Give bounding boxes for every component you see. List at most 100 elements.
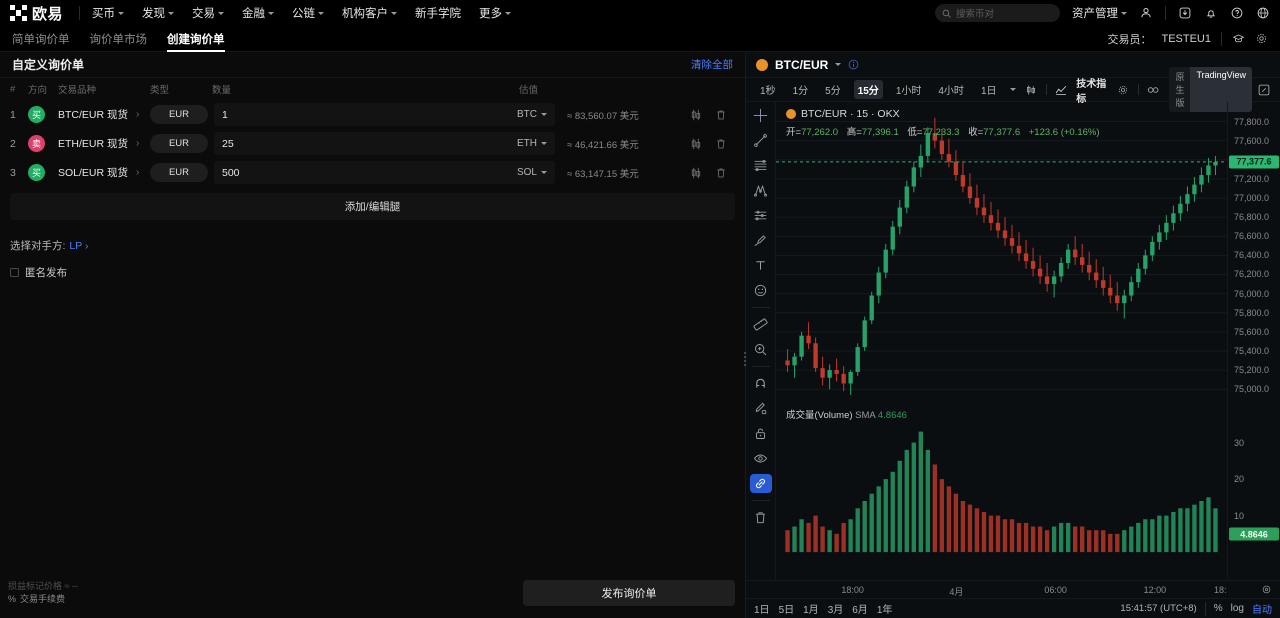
language-button[interactable]: [1256, 6, 1270, 20]
quantity-unit-select[interactable]: BTC: [517, 109, 547, 120]
row-quantity-input[interactable]: 25 ETH: [214, 132, 555, 155]
lock-icon[interactable]: [750, 424, 772, 443]
row-type-pill[interactable]: EUR: [150, 105, 208, 124]
price-axis[interactable]: 77,800.077,600.077,400.077,200.077,000.0…: [1227, 102, 1280, 580]
anonymous-checkbox[interactable]: [10, 268, 19, 277]
row-type-pill[interactable]: EUR: [150, 134, 208, 153]
fib-retracement-icon[interactable]: [750, 156, 772, 175]
range-1mo[interactable]: 1月: [803, 605, 819, 616]
emoji-icon[interactable]: [750, 281, 772, 300]
help-button[interactable]: [1230, 6, 1244, 20]
ruler-icon[interactable]: [750, 315, 772, 334]
search-input[interactable]: 搜索币对: [935, 4, 1060, 22]
scale-log-button[interactable]: log: [1230, 603, 1244, 614]
nav-item-institutional[interactable]: 机构客户: [342, 5, 398, 21]
info-icon[interactable]: [848, 59, 859, 70]
settings-button[interactable]: [1255, 32, 1268, 45]
text-icon[interactable]: [750, 256, 772, 275]
add-edit-leg-button[interactable]: 添加/编辑腿: [10, 193, 735, 220]
range-1y[interactable]: 1年: [876, 605, 893, 616]
nav-item-finance[interactable]: 金融: [242, 5, 275, 21]
timeframe-1m[interactable]: 1分: [792, 86, 809, 97]
range-3mo[interactable]: 3月: [827, 605, 844, 616]
chart-plot[interactable]: BTC/EUR · 15 · OKX 开=77,262.0 高=77,396.1…: [776, 102, 1227, 580]
quantity-unit-select[interactable]: ETH: [517, 138, 547, 149]
chart-view-toggle[interactable]: 原生版 TradingView: [1169, 67, 1252, 112]
candles-icon[interactable]: [690, 167, 702, 179]
row-side[interactable]: 买: [28, 164, 58, 181]
trend-line-icon[interactable]: [750, 131, 772, 150]
counterparty-select[interactable]: LP ›: [69, 239, 89, 252]
indicators-label[interactable]: 技术指标: [1076, 78, 1107, 105]
panel-resize-grip[interactable]: [742, 346, 748, 372]
timeframe-1s[interactable]: 1秒: [760, 86, 776, 97]
eye-icon[interactable]: [750, 449, 772, 468]
compare-icon[interactable]: [1147, 84, 1160, 96]
chevron-right-icon[interactable]: ›: [136, 138, 140, 149]
chevron-down-icon[interactable]: [835, 63, 842, 66]
chart-type-icon[interactable]: [1025, 84, 1037, 96]
quantity-unit-select[interactable]: SOL: [517, 167, 547, 178]
timeframe-15m[interactable]: 15分: [853, 80, 883, 99]
zoom-in-icon[interactable]: [750, 340, 772, 359]
range-1d[interactable]: 1日: [754, 605, 770, 616]
row-quantity-input[interactable]: 500 SOL: [214, 161, 555, 184]
link-icon[interactable]: [749, 474, 772, 493]
view-tradingview-option[interactable]: TradingView: [1190, 67, 1252, 112]
asset-management-menu[interactable]: 资产管理: [1072, 5, 1127, 21]
row-symbol[interactable]: BTC/EUR 现货: [58, 109, 129, 121]
user-account-button[interactable]: [1139, 6, 1153, 20]
row-side[interactable]: 卖: [28, 135, 58, 152]
delete-row-icon[interactable]: [715, 138, 727, 150]
tab-rfq-market[interactable]: 询价单市场: [90, 26, 148, 52]
chart-settings-icon[interactable]: [1117, 84, 1129, 96]
range-6mo[interactable]: 6月: [852, 605, 868, 616]
time-axis-settings-icon[interactable]: [1261, 584, 1272, 595]
timeframe-1d[interactable]: 1日: [980, 86, 997, 97]
crosshair-icon[interactable]: [750, 106, 772, 125]
nav-item-discover[interactable]: 发现: [142, 5, 175, 21]
chart-pair-name[interactable]: BTC/EUR: [775, 57, 829, 72]
row-side[interactable]: 买: [28, 106, 58, 123]
range-5d[interactable]: 5日: [778, 605, 795, 616]
nav-item-academy[interactable]: 新手学院: [415, 5, 461, 21]
pattern-icon[interactable]: [750, 206, 772, 225]
trash-icon[interactable]: [750, 508, 772, 527]
candles-icon[interactable]: [690, 109, 702, 121]
delete-row-icon[interactable]: [715, 109, 727, 121]
nav-item-chain[interactable]: 公链: [292, 5, 325, 21]
tab-simple-rfq[interactable]: 简单询价单: [12, 26, 70, 52]
chevron-down-icon[interactable]: [1009, 88, 1016, 91]
pencil-lock-icon[interactable]: [750, 399, 772, 418]
magnet-icon[interactable]: [750, 374, 772, 393]
time-axis[interactable]: 18:00 4月 06:00 12:00 18:: [746, 580, 1280, 598]
nav-item-buy-crypto[interactable]: 买币: [92, 5, 125, 21]
chevron-right-icon[interactable]: ›: [136, 167, 140, 178]
row-symbol[interactable]: SOL/EUR 现货: [58, 167, 129, 179]
timeframe-5m[interactable]: 5分: [825, 86, 841, 97]
pitchfork-icon[interactable]: [750, 181, 772, 200]
candles-icon[interactable]: [690, 138, 702, 150]
publish-rfq-button[interactable]: 发布询价单: [523, 580, 735, 606]
row-quantity-input[interactable]: 1 BTC: [214, 103, 555, 126]
view-native-option[interactable]: 原生版: [1175, 72, 1185, 108]
brush-icon[interactable]: [750, 231, 772, 250]
scale-auto-button[interactable]: 自动: [1252, 605, 1272, 616]
indicators-icon[interactable]: [1055, 84, 1067, 96]
clear-all-button[interactable]: 清除全部: [691, 59, 733, 71]
timeframe-4h[interactable]: 4小时: [938, 86, 964, 97]
row-symbol[interactable]: ETH/EUR 现货: [58, 138, 129, 150]
row-type-pill[interactable]: EUR: [150, 163, 208, 182]
timeframe-1h[interactable]: 1小时: [895, 86, 922, 97]
tab-create-rfq[interactable]: 创建询价单: [167, 26, 225, 52]
nav-item-trade[interactable]: 交易: [192, 5, 225, 21]
fullscreen-icon[interactable]: [1258, 84, 1270, 96]
download-button[interactable]: [1178, 6, 1192, 20]
brand-logo[interactable]: 欧易: [10, 3, 63, 24]
nav-item-more[interactable]: 更多: [479, 5, 512, 21]
graduation-hat-button[interactable]: [1232, 32, 1245, 45]
notifications-button[interactable]: [1204, 6, 1218, 20]
scale-percent-button[interactable]: %: [1213, 603, 1223, 614]
chevron-right-icon[interactable]: ›: [136, 109, 140, 120]
delete-row-icon[interactable]: [715, 167, 727, 179]
